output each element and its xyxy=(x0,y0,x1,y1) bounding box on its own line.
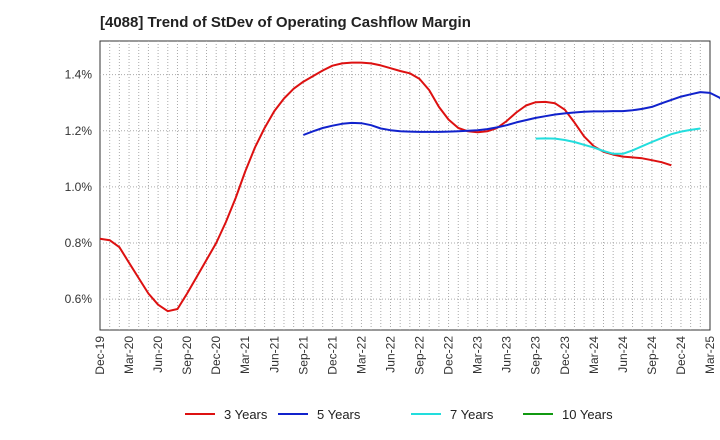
series-line-3-years xyxy=(99,61,672,313)
x-tick-label: Dec-21 xyxy=(325,336,339,375)
legend-label-10-years: 10 Years xyxy=(562,407,613,422)
series-line-5-years xyxy=(302,91,720,136)
x-tick-label: Jun-22 xyxy=(383,336,397,373)
x-tick-label: Mar-25 xyxy=(703,336,717,374)
x-tick-label: Sep-24 xyxy=(645,336,659,375)
x-tick-label: Jun-24 xyxy=(616,336,630,373)
x-tick-label: Sep-22 xyxy=(413,336,427,375)
x-tick-label: Dec-22 xyxy=(442,336,456,375)
legend-label-7-years: 7 Years xyxy=(450,407,494,422)
x-tick-label: Jun-21 xyxy=(267,336,281,373)
axis-layer: 0.6% 0.8% 1.0% 1.2% 1.4% Dec-19 Mar-20 Jun-20 Se… xyxy=(65,68,717,375)
y-tick-label: 1.0% xyxy=(65,180,93,194)
legend-label-3-years: 3 Years xyxy=(224,407,268,422)
chart-title: [4088] Trend of StDev of Operating Cashf… xyxy=(100,14,471,31)
x-tick-label: Sep-21 xyxy=(296,336,310,375)
grid-layer xyxy=(100,41,710,330)
x-tick-label: Jun-20 xyxy=(151,336,165,373)
x-tick-label: Dec-23 xyxy=(558,336,572,375)
plot-border xyxy=(99,40,711,331)
series-layer xyxy=(99,61,720,313)
x-tick-label: Dec-19 xyxy=(93,336,107,375)
x-tick-label: Jun-23 xyxy=(500,336,514,373)
x-tick-label: Sep-23 xyxy=(529,336,543,375)
y-tick-label: 0.8% xyxy=(65,236,93,250)
legend: 3 Years 5 Years 7 Years 10 Years xyxy=(185,407,613,422)
x-tick-label: Dec-20 xyxy=(209,336,223,375)
x-tick-label: Mar-21 xyxy=(238,336,252,374)
x-tick-label: Sep-20 xyxy=(180,336,194,375)
legend-label-5-years: 5 Years xyxy=(317,407,361,422)
y-tick-label: 1.4% xyxy=(65,68,93,82)
x-tick-label: Mar-24 xyxy=(587,336,601,374)
x-tick-label: Mar-22 xyxy=(354,336,368,374)
x-tick-label: Mar-20 xyxy=(122,336,136,374)
x-tick-label: Dec-24 xyxy=(674,336,688,375)
x-tick-label: Mar-23 xyxy=(471,336,485,374)
y-tick-label: 1.2% xyxy=(65,124,93,138)
y-tick-label: 0.6% xyxy=(65,292,93,306)
series-line-7-years xyxy=(535,127,701,155)
